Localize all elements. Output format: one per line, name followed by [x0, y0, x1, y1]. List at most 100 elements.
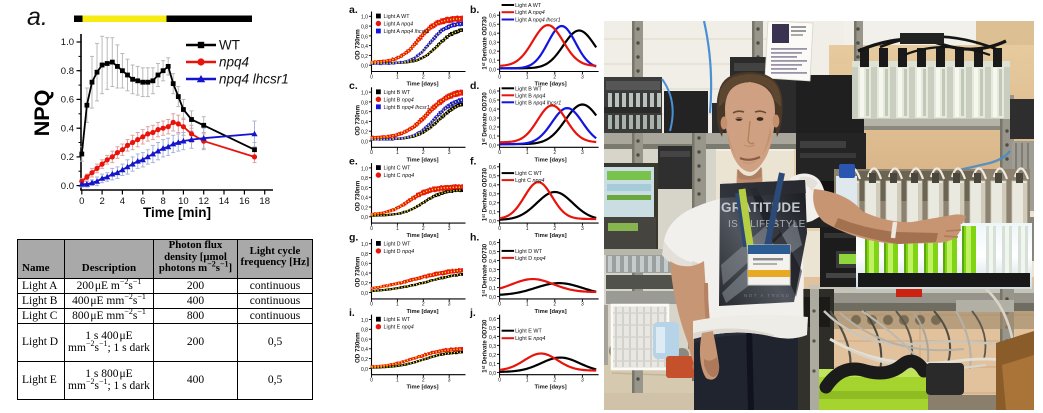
svg-text:0,8: 0,8	[361, 176, 368, 182]
svg-text:0,2: 0,2	[361, 54, 368, 60]
svg-text:0,1: 0,1	[489, 134, 496, 140]
svg-text:0,6: 0,6	[489, 14, 496, 20]
svg-text:0,0: 0,0	[361, 139, 368, 145]
svg-text:3: 3	[448, 74, 451, 80]
svg-text:18: 18	[259, 196, 270, 207]
svg-text:2: 2	[422, 226, 425, 232]
svg-text:Light A WT: Light A WT	[515, 3, 542, 9]
svg-text:1,0: 1,0	[361, 15, 368, 21]
svg-text:0,4: 0,4	[361, 347, 368, 353]
svg-text:2: 2	[99, 196, 104, 207]
svg-text:f.: f.	[470, 156, 476, 168]
svg-text:Light A npq4: Light A npq4	[384, 22, 414, 28]
svg-text:Light C WT: Light C WT	[384, 166, 412, 172]
svg-text:0: 0	[79, 196, 84, 207]
svg-text:2: 2	[553, 150, 556, 156]
svg-text:GRATITUDE: GRATITUDE	[721, 200, 801, 215]
svg-text:2: 2	[553, 226, 556, 232]
svg-text:1: 1	[526, 302, 529, 308]
svg-text:0,1: 0,1	[489, 59, 496, 65]
svg-text:0: 0	[498, 378, 501, 384]
svg-text:Light B npq4 lhcsr1: Light B npq4 lhcsr1	[384, 105, 430, 111]
svg-text:0,2: 0,2	[361, 357, 368, 363]
svg-text:2: 2	[553, 378, 556, 384]
svg-text:0,5: 0,5	[489, 326, 496, 332]
svg-text:0,4: 0,4	[361, 271, 368, 277]
svg-text:0: 0	[370, 302, 373, 308]
svg-text:OD 730nm: OD 730nm	[355, 29, 362, 60]
svg-text:1: 1	[396, 378, 399, 384]
svg-text:0,3: 0,3	[489, 116, 496, 122]
svg-text:0,0: 0,0	[361, 291, 368, 297]
svg-text:0,2: 0,2	[361, 281, 368, 287]
svg-text:Time [min]: Time [min]	[143, 205, 211, 220]
svg-text:Time [days]: Time [days]	[406, 82, 438, 88]
svg-text:Light A npq4: Light A npq4	[515, 10, 545, 16]
svg-text:0,2: 0,2	[489, 50, 496, 56]
svg-text:0,0: 0,0	[361, 215, 368, 221]
svg-text:npq4 lhcsr1: npq4 lhcsr1	[219, 72, 289, 87]
svg-text:a.: a.	[349, 4, 358, 16]
svg-text:0,6: 0,6	[361, 186, 368, 192]
svg-text:Light E WT: Light E WT	[384, 317, 411, 323]
svg-text:14: 14	[219, 196, 230, 207]
svg-text:0,4: 0,4	[489, 183, 496, 189]
svg-text:0,4: 0,4	[489, 335, 496, 341]
svg-text:0,6: 0,6	[489, 241, 496, 247]
svg-text:0: 0	[498, 74, 501, 80]
svg-text:1: 1	[526, 150, 529, 156]
svg-text:0.8: 0.8	[61, 66, 74, 77]
svg-text:3: 3	[581, 226, 584, 232]
svg-text:6: 6	[140, 196, 145, 207]
svg-text:1: 1	[526, 74, 529, 80]
svg-text:3: 3	[581, 302, 584, 308]
svg-text:0.4: 0.4	[61, 123, 74, 134]
svg-text:3: 3	[448, 226, 451, 232]
svg-text:2: 2	[553, 74, 556, 80]
svg-text:Time [days]: Time [days]	[406, 233, 438, 239]
svg-text:Light A WT: Light A WT	[384, 14, 411, 20]
svg-text:Light B npq4: Light B npq4	[515, 93, 545, 99]
svg-text:0,8: 0,8	[361, 252, 368, 258]
svg-text:0,0: 0,0	[489, 219, 496, 225]
svg-text:Light D WT: Light D WT	[515, 249, 543, 255]
svg-text:Time [days]: Time [days]	[535, 309, 567, 315]
svg-text:0,0: 0,0	[361, 367, 368, 373]
svg-text:WT: WT	[219, 38, 240, 53]
svg-text:0,2: 0,2	[489, 277, 496, 283]
svg-text:0,0: 0,0	[489, 295, 496, 301]
svg-text:Lght C npq4: Lght C npq4	[515, 178, 544, 184]
svg-text:3: 3	[448, 302, 451, 308]
svg-text:0,4: 0,4	[361, 44, 368, 50]
svg-text:0,5: 0,5	[489, 98, 496, 104]
svg-text:1,0: 1,0	[361, 318, 368, 324]
svg-text:0: 0	[498, 226, 501, 232]
svg-text:2: 2	[553, 302, 556, 308]
svg-text:0,8: 0,8	[361, 25, 368, 31]
svg-text:Time [days]: Time [days]	[406, 309, 438, 315]
svg-text:10: 10	[178, 196, 189, 207]
svg-text:0,2: 0,2	[489, 125, 496, 131]
svg-text:0,4: 0,4	[489, 107, 496, 113]
svg-text:Light B WT: Light B WT	[515, 86, 542, 92]
svg-text:1: 1	[396, 226, 399, 232]
svg-text:2: 2	[422, 74, 425, 80]
svg-text:0,3: 0,3	[489, 192, 496, 198]
svg-text:0: 0	[370, 226, 373, 232]
svg-text:1,0: 1,0	[361, 91, 368, 97]
svg-text:2: 2	[422, 302, 425, 308]
svg-text:3: 3	[581, 74, 584, 80]
svg-text:h.: h.	[470, 231, 479, 243]
svg-text:0,6: 0,6	[361, 338, 368, 344]
svg-text:1: 1	[396, 150, 399, 156]
svg-text:1: 1	[396, 74, 399, 80]
svg-text:Light E npq4: Light E npq4	[515, 336, 545, 342]
svg-text:0,1: 0,1	[489, 286, 496, 292]
svg-text:0,6: 0,6	[489, 317, 496, 323]
svg-text:Time [days]: Time [days]	[535, 82, 567, 88]
svg-text:Light C WT: Light C WT	[515, 171, 543, 177]
svg-text:1st Derivate OD730: 1st Derivate OD730	[481, 319, 489, 373]
svg-text:1st Derivate OD730: 1st Derivate OD730	[481, 167, 489, 221]
svg-text:1.0: 1.0	[61, 37, 74, 48]
svg-text:Time [days]: Time [days]	[406, 385, 438, 391]
